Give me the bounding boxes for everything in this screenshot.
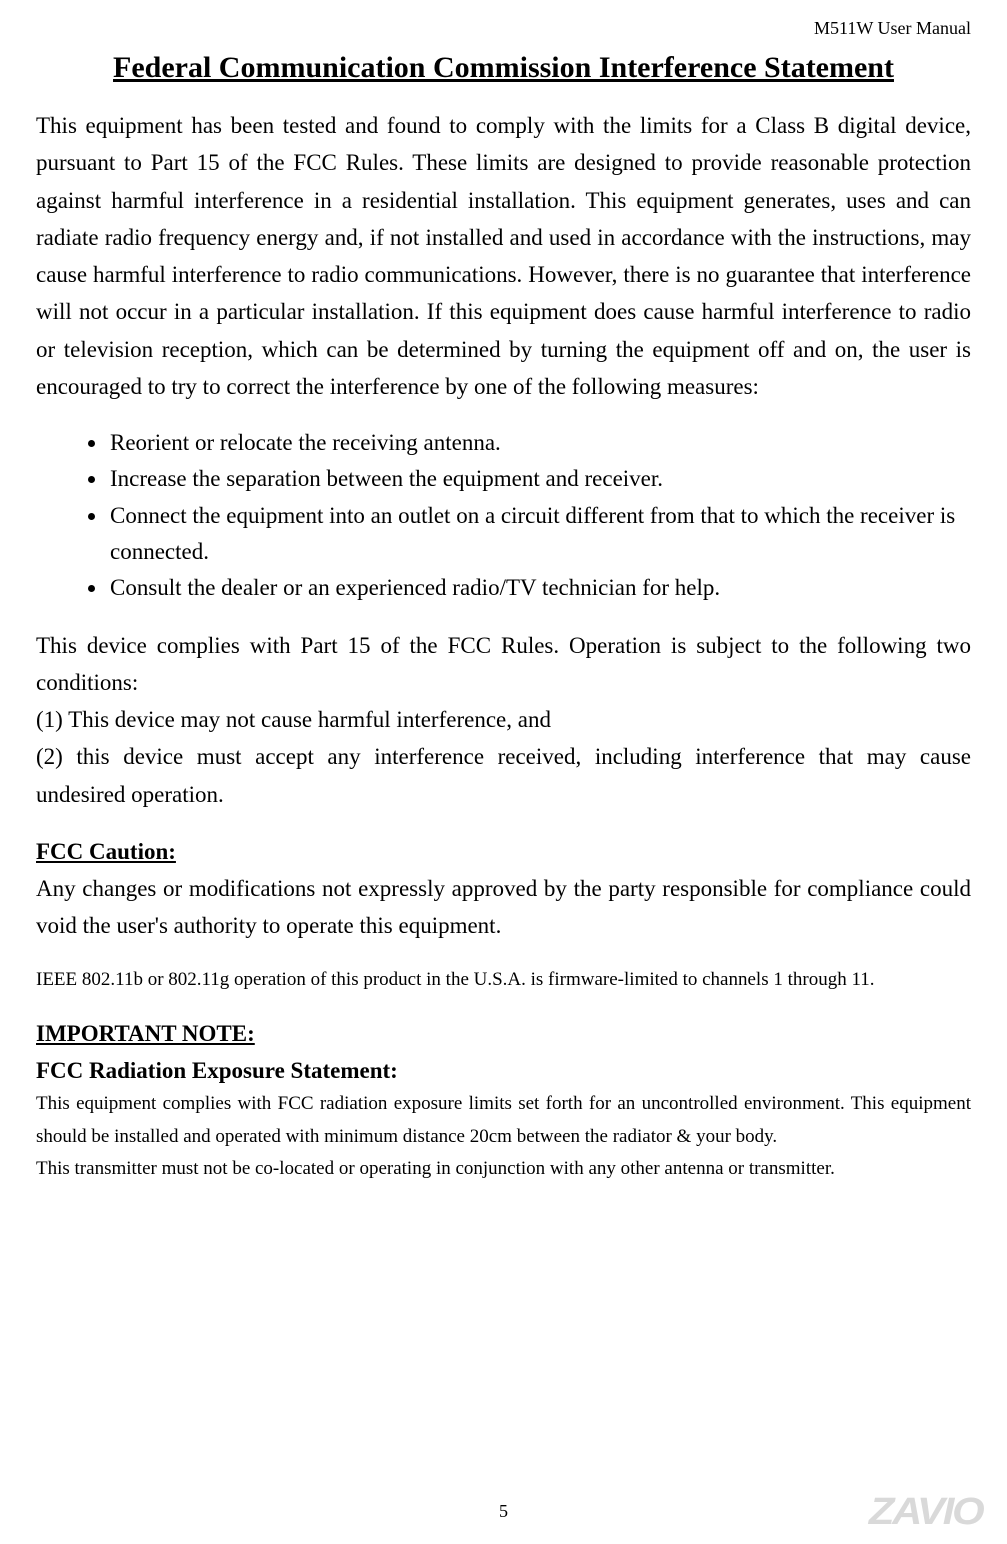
list-item: Connect the equipment into an outlet on … xyxy=(108,498,971,571)
condition-1: (1) This device may not cause harmful in… xyxy=(36,701,971,738)
page-title: Federal Communication Commission Interfe… xyxy=(36,51,971,85)
fcc-caution-body: Any changes or modifications not express… xyxy=(36,870,971,945)
important-note-section: IMPORTANT NOTE: FCC Radiation Exposure S… xyxy=(36,1015,971,1185)
page-number: 5 xyxy=(0,1501,1007,1522)
radiation-sub-heading: FCC Radiation Exposure Statement: xyxy=(36,1053,971,1089)
header-manual-title: M511W User Manual xyxy=(36,18,971,39)
ieee-note: IEEE 802.11b or 802.11g operation of thi… xyxy=(36,965,971,996)
exposure-body-1: This equipment complies with FCC radiati… xyxy=(36,1088,971,1153)
compliance-conditions: This device complies with Part 15 of the… xyxy=(36,627,971,813)
fcc-caution-heading: FCC Caution: xyxy=(36,833,971,870)
exposure-body-2: This transmitter must not be co-located … xyxy=(36,1153,971,1185)
condition-2: (2) this device must accept any interfer… xyxy=(36,738,971,813)
list-item: Reorient or relocate the receiving anten… xyxy=(108,425,971,461)
fcc-caution-section: FCC Caution: Any changes or modification… xyxy=(36,833,971,945)
intro-paragraph: This equipment has been tested and found… xyxy=(36,107,971,405)
list-item: Consult the dealer or an experienced rad… xyxy=(108,570,971,606)
list-item: Increase the separation between the equi… xyxy=(108,461,971,497)
brand-logo: ZAVIO xyxy=(869,1491,983,1534)
measures-list: Reorient or relocate the receiving anten… xyxy=(36,425,971,607)
compliance-intro: This device complies with Part 15 of the… xyxy=(36,627,971,702)
important-note-heading: IMPORTANT NOTE: xyxy=(36,1015,971,1052)
